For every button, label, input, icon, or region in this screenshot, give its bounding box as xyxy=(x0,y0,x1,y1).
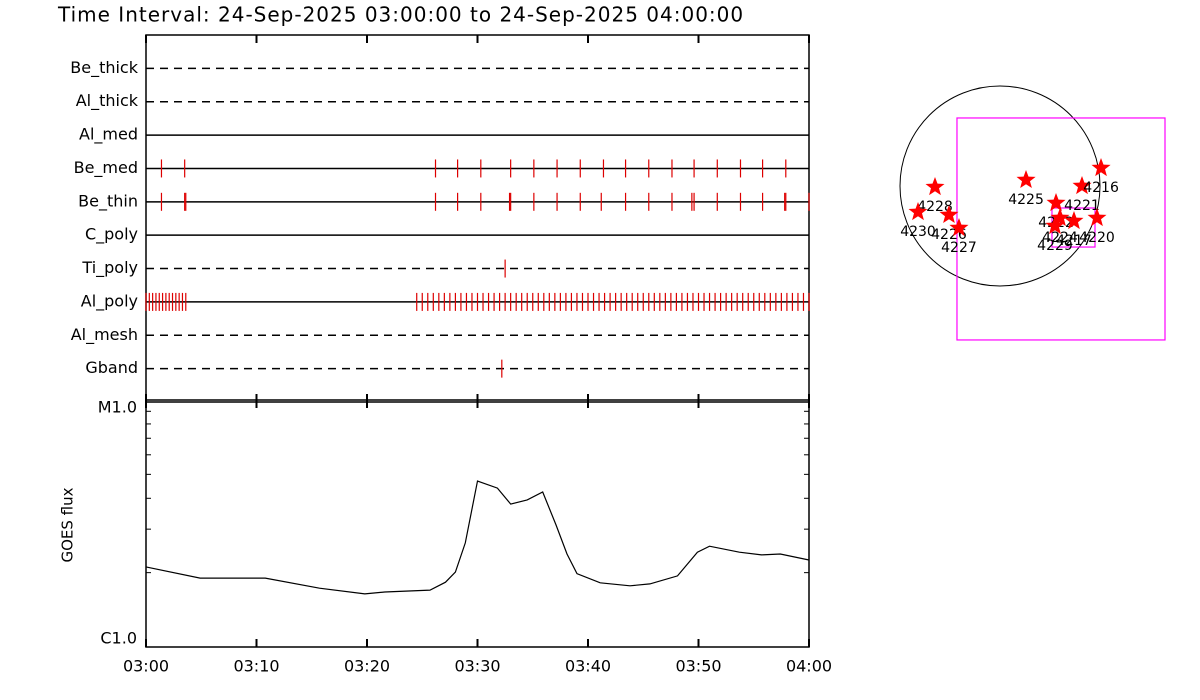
region-star xyxy=(939,205,959,223)
region-star xyxy=(1045,216,1065,235)
y-tick-label: M1.0 xyxy=(98,398,137,417)
row-label: Al_mesh xyxy=(71,325,138,345)
region-star xyxy=(1050,208,1070,227)
region-star xyxy=(925,177,945,196)
row-label: Al_med xyxy=(79,125,138,145)
title: Time Interval: 24-Sep-2025 03:00:00 to 2… xyxy=(57,3,744,27)
region-star xyxy=(1046,193,1066,212)
x-tick-label: 03:20 xyxy=(344,657,390,676)
region-label: 4225 xyxy=(1008,192,1044,208)
region-label: 4228 xyxy=(917,199,953,215)
row-label: Al_thick xyxy=(76,91,139,111)
x-tick-label: 03:30 xyxy=(454,657,500,676)
region-star xyxy=(1091,158,1111,177)
x-tick-label: 03:10 xyxy=(233,657,279,676)
region-label: 4227 xyxy=(941,240,977,256)
region-label: 4224 xyxy=(1042,230,1078,246)
region-star xyxy=(1072,176,1092,195)
region-star xyxy=(949,218,969,237)
x-tick-label: 03:00 xyxy=(123,657,169,676)
row-label: Be_med xyxy=(74,158,138,178)
region-label: 4221 xyxy=(1064,198,1100,214)
timeline-frame xyxy=(145,34,810,403)
region-star xyxy=(1064,211,1084,230)
row-label: Be_thin xyxy=(78,191,138,211)
y-tick-label: C1.0 xyxy=(100,629,137,648)
row-label: C_poly xyxy=(85,225,138,245)
region-star xyxy=(1016,170,1036,188)
region-label: 4230 xyxy=(900,224,936,240)
y-axis-label: GOES flux xyxy=(59,487,77,562)
x-tick-label: 04:00 xyxy=(786,657,832,676)
solar-disk xyxy=(899,85,1101,287)
x-tick-label: 03:50 xyxy=(675,657,721,676)
x-tick-label: 03:40 xyxy=(565,657,611,676)
row-label: Al_poly xyxy=(81,291,138,311)
region-label: 4216 xyxy=(1083,180,1119,196)
row-label: Gband xyxy=(85,358,138,377)
row-label: Ti_poly xyxy=(81,258,138,278)
region-star xyxy=(908,202,928,221)
region-label: 4229 xyxy=(1037,238,1073,254)
region-star xyxy=(1087,208,1107,227)
row-label: Be_thick xyxy=(70,58,138,78)
region-label: 4217 xyxy=(1056,233,1092,249)
goes-frame xyxy=(145,399,810,648)
region-label: 4220 xyxy=(1079,230,1115,246)
goes-curve xyxy=(145,480,810,595)
